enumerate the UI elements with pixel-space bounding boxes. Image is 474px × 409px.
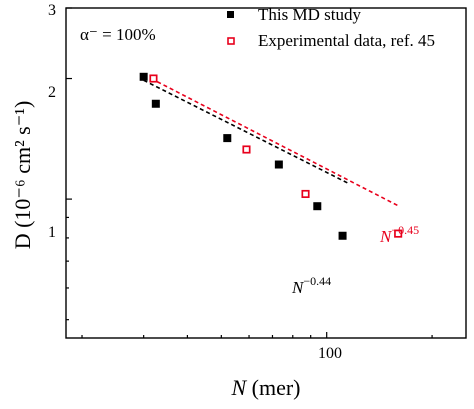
fit-label-exp-base: N [379, 227, 393, 246]
legend-marker-exp [227, 37, 235, 45]
fit-label-exp-exp: −0.45 [391, 223, 419, 237]
x-tick-label-100: 100 [318, 345, 342, 362]
point-md-5 [338, 231, 347, 240]
fit-lines [143, 77, 399, 207]
legend-label-exp: Experimental data, ref. 45 [258, 31, 435, 50]
y-tick-label-2: 2 [48, 84, 56, 101]
legend-label-md: This MD study [258, 5, 361, 24]
fit-line-exp [150, 77, 399, 207]
plot-frame [65, 7, 467, 339]
point-md-2 [223, 134, 232, 143]
x-axis-title: N (mer) [230, 375, 300, 400]
point-md-4 [313, 202, 322, 211]
point-exp-2 [301, 189, 310, 199]
point-exp-3 [394, 229, 403, 238]
data-points [139, 72, 403, 240]
ticks [66, 7, 433, 338]
fit-label-md-base: N [291, 278, 305, 297]
x-axis-title-unit: (mer) [246, 375, 300, 400]
y-axis-title: D (10⁻⁶ cm² s⁻¹) [10, 101, 35, 250]
fit-label-md: N−0.44 [291, 274, 331, 297]
x-axis-title-var: N [230, 375, 247, 400]
alpha-annotation: α⁻ = 100% [80, 25, 156, 44]
point-md-0 [139, 72, 148, 81]
legend-marker-md [227, 11, 234, 18]
point-exp-0 [149, 74, 158, 83]
fit-label-exp: N−0.45 [379, 223, 419, 246]
point-md-1 [151, 99, 160, 108]
fit-line-md [143, 79, 349, 184]
y-tick-label-3: 3 [48, 2, 56, 19]
y-tick-label-1: 1 [48, 224, 56, 241]
point-exp-1 [242, 145, 251, 154]
point-md-3 [274, 160, 283, 169]
fit-label-md-exp: −0.44 [303, 274, 331, 288]
